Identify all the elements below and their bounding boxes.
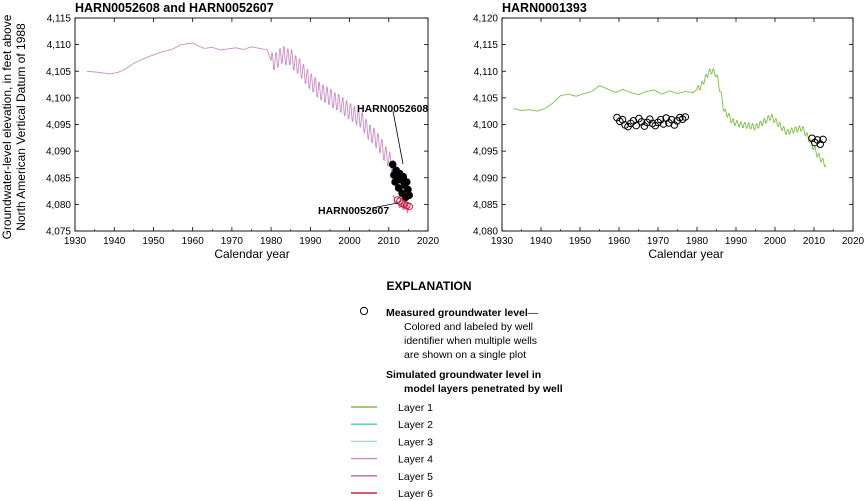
x-tick-label: 2020 [842,236,865,247]
measured-point-harn0052608 [388,160,397,169]
y-tick-label: 4,085 [46,173,71,184]
y-tick-label: 4,110 [47,40,72,51]
y-tick-label: 4,115 [47,14,72,25]
y-tick-label: 4,100 [46,93,71,104]
y-tick-label: 4,080 [46,200,71,211]
legend-measured-desc-3: are shown on a single plot [404,349,526,361]
left-chart-title: HARN0052608 and HARN0052607 [75,1,274,15]
legend-label-layer-1: Layer 1 [398,402,433,414]
plot-frame [74,17,429,232]
legend-layers: Layer 1 Layer 2 Layer 3 Layer 4 Layer 5 Layer… [351,402,433,500]
x-tick-label: 1930 [64,236,87,247]
measured-point-harn0001393 [632,121,641,130]
measured-point-harn0001393 [819,135,827,144]
y-axis-label-line2: North American Vertical Datum of 1988 [14,23,28,231]
x-tick-label: 1960 [608,236,631,247]
y-tick-label: 4,105 [473,93,498,104]
legend-simulated-title-2: model layers penetrated by well [404,383,563,395]
measured-point-harn0001393 [654,118,662,127]
y-tick-label: 4,105 [46,67,71,78]
y-tick-label: 4,085 [473,200,498,211]
y-tick-label: 4,090 [473,173,498,184]
y-tick-label: 4,090 [46,147,71,158]
legend-measured-title: Measured groundwater level— [386,307,539,319]
right-chart-title: HARN0001393 [502,1,587,15]
x-tick-label: 1940 [103,236,126,247]
y-tick-label: 4,095 [46,120,71,131]
legend-measured-desc-2: identifier when multiple wells [404,335,537,347]
y-tick-label: 4,095 [473,147,498,158]
left-x-axis-label: Calendar year [214,247,289,261]
y-tick-label: 4,115 [474,40,499,51]
legend-simulated-title-1: Simulated groundwater level in [386,369,541,381]
callout-harn0052607: HARN0052607 [318,205,389,217]
measured-point-harn0001393 [811,138,819,147]
legend-measured-symbol [359,306,369,316]
callout-harn0052608: HARN0052608 [357,103,428,115]
y-axis-label-line1: Groundwater-level elevation, in feet abo… [0,14,14,239]
y-tick-label: 4,075 [46,227,71,238]
left-chart: 1930 1940 1950 1960 1970 1980 1990 2000 2010 2020… [46,14,440,248]
x-tick-label: 1940 [530,236,553,247]
legend-label-layer-3: Layer 3 [398,436,433,448]
x-tick-label: 1970 [221,236,244,247]
legend-label-layer-5: Layer 5 [398,471,433,483]
x-tick-label: 2020 [417,236,440,247]
x-tick-label: 1970 [647,236,670,247]
x-tick-label: 1980 [260,236,283,247]
measured-point-harn0001393 [670,121,679,129]
legend-label-layer-4: Layer 4 [398,454,433,466]
x-tick-label: 1950 [569,236,592,247]
x-tick-label: 2010 [378,236,401,247]
x-tick-label: 1960 [182,236,205,247]
y-tick-label: 4,080 [473,227,498,238]
x-tick-label: 1990 [725,236,748,247]
y-tick-label: 4,120 [473,14,498,25]
x-tick-label: 1990 [299,236,322,247]
measured-point-harn0052608 [399,172,408,181]
legend-label-layer-2: Layer 2 [398,419,433,431]
x-tick-label: 2000 [764,236,787,247]
measured-point-harn0052608 [405,191,414,200]
x-tick-label: 1950 [142,236,165,247]
legend-measured-desc-1: Colored and labeled by well [404,321,533,333]
measured-point-harn0052607 [405,202,414,211]
callout-leader-harn0052607 [371,202,399,209]
right-x-axis-label: Calendar year [648,247,723,261]
x-tick-label: 1980 [686,236,709,247]
series-line-layer-4 [86,42,409,214]
measured-point-harn0001393 [681,113,690,121]
measured-point-harn0052608 [403,178,411,186]
x-tick-label: 2010 [803,236,826,247]
y-tick-label: 4,100 [473,120,498,131]
right-chart: 1930 1940 1950 1960 1970 1980 1990 2000 2010 2020… [473,14,865,248]
series-line-layer-1 [513,68,827,168]
x-tick-label: 1930 [491,236,514,247]
measured-point-harn0001393 [646,115,654,123]
callout-leader-harn0052608 [392,110,404,165]
x-tick-label: 2000 [338,236,361,247]
legend-label-layer-6: Layer 6 [398,488,433,500]
legend-heading: EXPLANATION [386,279,471,293]
y-tick-label: 4,110 [474,67,499,78]
legend: EXPLANATION Measured groundwater level— … [351,279,563,500]
